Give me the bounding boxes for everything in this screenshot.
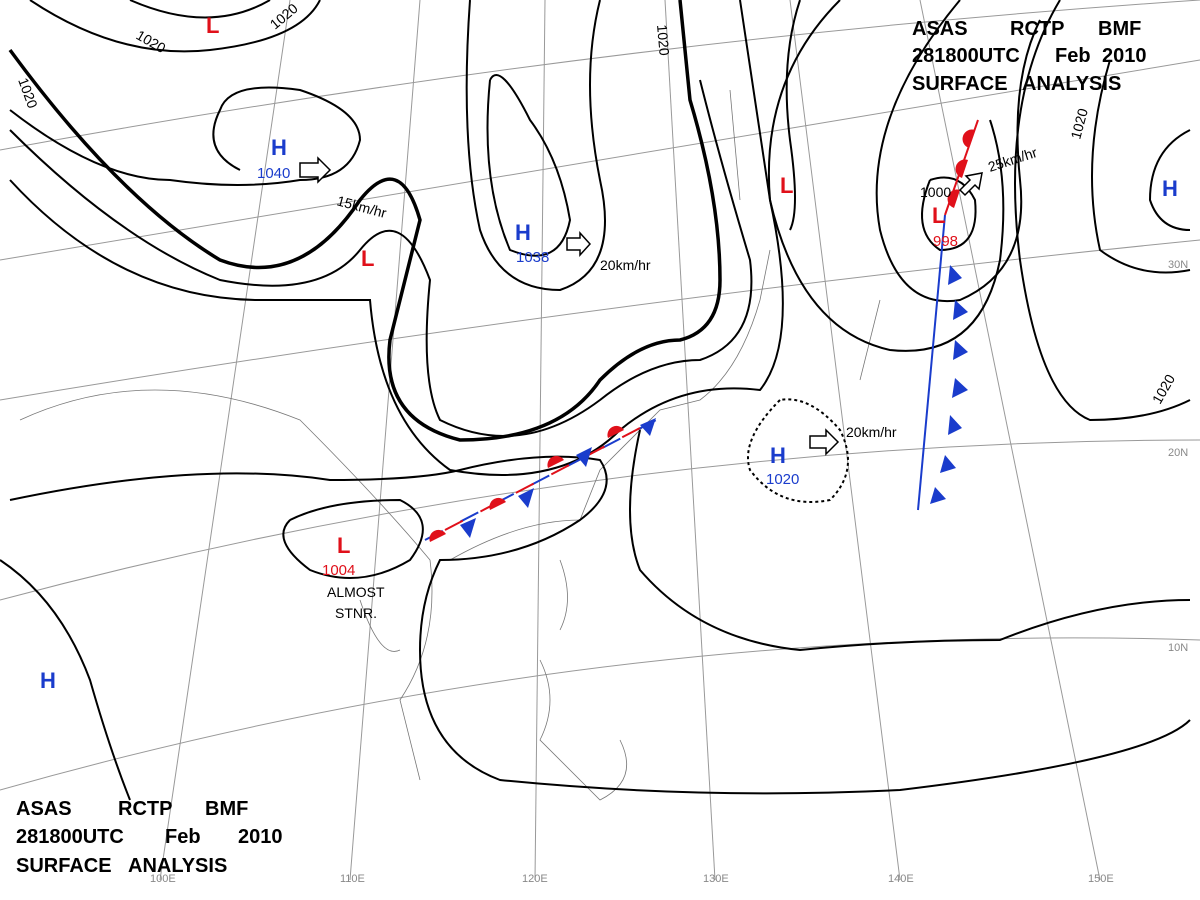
isobar-label: 1020	[1067, 106, 1091, 140]
high-center: H	[515, 220, 531, 245]
latitude-label: 30N	[1168, 259, 1188, 271]
isobar	[9, 79, 753, 437]
isobar	[29, 0, 321, 53]
isobar	[282, 498, 424, 579]
stationary-front-blue	[424, 417, 661, 541]
center-pressure: 1020	[766, 471, 799, 488]
isobar	[465, 0, 606, 292]
header-word: 281800UTC	[912, 45, 1020, 67]
isobar	[1148, 129, 1191, 231]
center-pressure: 1040	[257, 165, 290, 182]
footer-word: BMF	[205, 798, 248, 820]
note: STNR.	[335, 605, 377, 621]
longitude-label: 110E	[340, 873, 365, 885]
isobar	[9, 0, 784, 476]
latitude-label: 10N	[1168, 642, 1188, 654]
longitude-label: 130E	[703, 873, 729, 885]
longitude-label: 150E	[1088, 873, 1114, 885]
header-word: SURFACE	[912, 73, 1008, 95]
cold-front	[917, 214, 946, 511]
isobar	[629, 429, 1191, 652]
header-word: ASAS	[912, 18, 968, 40]
isobar-label: 1000	[920, 184, 951, 200]
high-center: H	[1162, 176, 1178, 201]
lon-110	[349, 0, 421, 881]
footer-word: Feb	[165, 826, 201, 848]
header-word: Feb	[1055, 45, 1091, 67]
isobar-label: 1020	[654, 24, 673, 57]
latitude-label: 20N	[1168, 447, 1188, 459]
text-labels: ASAS RCTP BMF 281800UTC Feb 2010 SURFACE…	[15, 0, 1188, 885]
isobar-thick	[8, 0, 722, 442]
lat-10	[0, 637, 1200, 791]
low-center: L	[780, 173, 793, 198]
graticule	[0, 0, 1200, 881]
center-pressure: 1038	[516, 249, 549, 266]
isobar	[1014, 0, 1191, 422]
low-center: L	[206, 13, 219, 38]
isobar	[9, 455, 1191, 795]
low-center: L	[932, 203, 945, 228]
note: ALMOST	[327, 584, 385, 600]
header-word: RCTP	[1010, 18, 1064, 40]
high-center: H	[770, 443, 786, 468]
cold-front-symbols	[930, 265, 968, 504]
center-pressure: 1004	[322, 562, 355, 579]
lon-120	[534, 0, 546, 881]
longitude-label: 140E	[888, 873, 914, 885]
motion-speed: 20km/hr	[600, 257, 651, 273]
footer-word: 2010	[238, 826, 283, 848]
footer-word: SURFACE	[16, 855, 112, 877]
motion-speed: 20km/hr	[846, 424, 897, 440]
longitude-label: 120E	[522, 873, 548, 885]
footer-word: ANALYSIS	[128, 855, 227, 877]
center-pressure: 998	[933, 233, 958, 250]
footer-word: RCTP	[118, 798, 172, 820]
footer-word: 281800UTC	[16, 826, 124, 848]
isobar	[1091, 59, 1191, 274]
isobar	[486, 74, 572, 257]
isobar	[767, 0, 1005, 352]
isobar	[785, 0, 801, 231]
low-center: L	[361, 246, 374, 271]
lat-20	[0, 439, 1200, 601]
high-center: H	[40, 668, 56, 693]
lat-50	[0, 0, 1200, 151]
fronts	[424, 119, 979, 542]
isobar	[921, 176, 977, 252]
coastlines	[19, 89, 881, 801]
motion-arrows	[299, 156, 983, 456]
header-word: BMF	[1098, 18, 1141, 40]
header-word: 2010	[1102, 45, 1147, 67]
warm-front-symbols	[947, 129, 975, 208]
stationary-front-symbols	[429, 418, 656, 542]
lon-150	[919, 0, 1101, 881]
footer-word: ASAS	[16, 798, 72, 820]
high-center: H	[271, 135, 287, 160]
isobar	[129, 0, 271, 19]
lon-100	[159, 0, 291, 881]
isobar-dashed	[747, 398, 849, 503]
lat-30	[0, 239, 1200, 401]
longitude-label: 100E	[150, 873, 176, 885]
isobar	[9, 86, 362, 186]
lon-130	[664, 0, 716, 881]
low-center: L	[337, 533, 350, 558]
isobar	[0, 559, 131, 801]
header-word: ANALYSIS	[1022, 73, 1121, 95]
